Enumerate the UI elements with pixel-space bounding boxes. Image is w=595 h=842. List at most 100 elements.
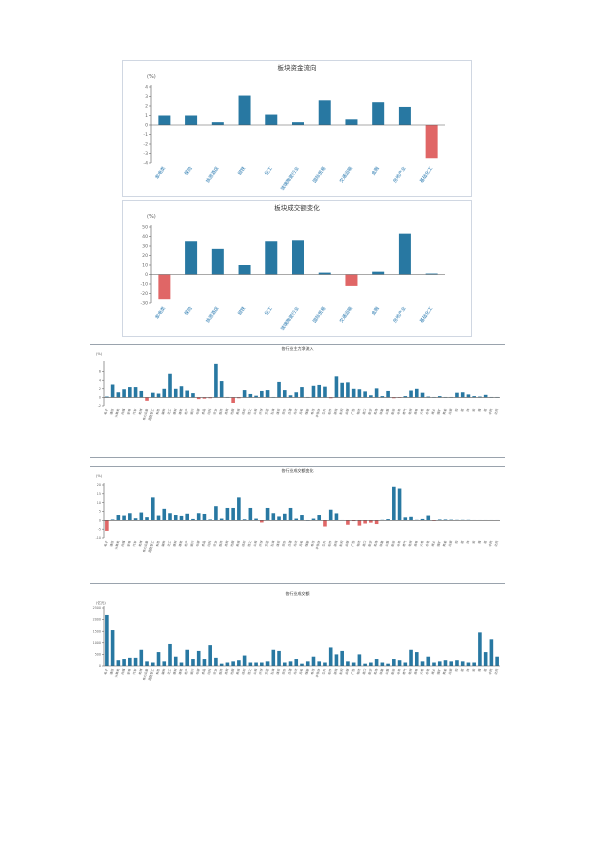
category-label: 有色 [154,408,160,415]
sector-fund-flow-chart: 板块资金流向 (%) -4 -3 -2 -1 0 1 2 3 4 家电类 保险 旅游酒店 钢铁 化工 玻璃陶瓷行… [143,63,445,192]
bar-6 [292,240,304,275]
category-label: 铅 [471,408,477,412]
category-label: 化药 [493,668,499,675]
category-label: 镍 [476,668,482,672]
category-label: 社服 [229,408,235,415]
category-label: 轻工 [246,408,252,415]
bar-22 [225,507,230,521]
bar-27 [254,662,258,666]
chart-title: 板块成交额变化 [274,203,320,212]
y-tick-label: -20 [140,291,148,297]
bar-35 [300,663,304,666]
category-label: 综合 [280,668,286,675]
bar-1 [158,115,171,125]
bar-50 [386,663,390,666]
bar-29 [265,661,270,666]
chart-panel-2: 板块成交额变化 (%) -30 -20 -10 0 10 20 30 40 50 家电类 保险 旅游酒店 钢… [122,200,472,337]
bar-2 [110,384,115,398]
bar-34 [294,659,299,666]
category-label: 建筑 [177,668,183,675]
bar-6 [133,518,138,521]
bar-4 [238,265,251,275]
category-label: 食品 [200,668,206,675]
y-tick-label: 4 [145,85,148,91]
bar-4 [238,95,251,125]
bar-33 [288,395,293,398]
category-label: 基础化工 [418,165,435,184]
bar-15 [185,513,190,521]
bar-54 [409,649,413,666]
category-label: 电网 [407,668,413,675]
y-tick-label: -5 [98,527,101,531]
bar-28 [260,520,264,523]
category-label: 铅 [471,668,477,672]
category-label: 饮料 [206,668,212,675]
category-label: 有色 [154,540,160,547]
category-label: 家电 [125,408,131,415]
category-label: 水电 [424,408,430,415]
category-label: 机械 [137,408,143,415]
bar-10 [156,393,161,398]
y-tick-label: 2500 [93,606,101,610]
y-tick-label: 50 [142,225,148,231]
category-label: 芯片 [321,540,327,547]
y-tick-label: 10 [142,263,148,269]
bar-11 [425,125,438,159]
category-label: 玻璃陶瓷行业 [279,165,301,192]
category-label: 商贸 [223,540,229,547]
bar-7 [318,272,331,275]
bar-52 [397,660,402,666]
bar-39 [323,520,327,527]
bar-24 [237,660,241,666]
bar-4 [122,515,126,521]
category-label: 核电 [412,540,418,547]
bar-55 [414,652,419,666]
category-label: 黄金 [441,668,447,675]
category-label: 钴 [482,408,488,412]
category-label: 食品 [200,540,206,547]
bar-38 [317,384,322,398]
bar-10 [398,233,411,275]
bar-8 [145,517,149,521]
bar-22 [225,662,230,666]
category-label: 白银 [447,408,453,415]
category-label: 纺织 [240,668,246,675]
bar-57 [426,656,431,666]
category-label: 社服 [229,668,235,675]
category-label: 机场 [372,408,378,415]
category-label: 轻工 [246,540,252,547]
category-label: 铝 [459,540,465,544]
category-label: 镍 [476,540,482,544]
category-label: 社服 [229,540,235,547]
bar-8 [345,119,358,125]
category-label: 物流 [355,668,361,675]
bar-53 [403,662,408,666]
category-label: 铁路 [378,668,384,675]
bar-21 [219,663,224,666]
bar-5 [128,657,132,666]
bar-5 [265,114,278,125]
y-tick-label: 15 [97,492,101,496]
category-label: 商贸 [223,668,229,675]
y-tick-label: -4 [143,161,148,167]
bar-42 [340,650,344,666]
bar-37 [311,656,316,666]
category-label: 交运 [263,408,269,415]
category-label: 风电 [298,540,304,547]
bar-6 [133,657,138,666]
bar-47 [369,662,373,666]
category-label: 饮料 [206,408,212,415]
category-label: 通信 [108,408,114,415]
bar-30 [271,649,276,666]
chart-title: 板块资金流向 [278,63,317,72]
category-label: 广告 [349,540,355,547]
category-label: 金融 [370,305,381,317]
bar-44 [351,520,356,522]
category-label: 港口 [361,668,367,675]
category-label: 公用 [253,668,258,675]
category-label: 建材 [171,408,177,415]
category-label: 环保 [257,540,263,547]
category-label: 家电 [125,668,131,675]
category-label: 医药 [217,668,223,675]
